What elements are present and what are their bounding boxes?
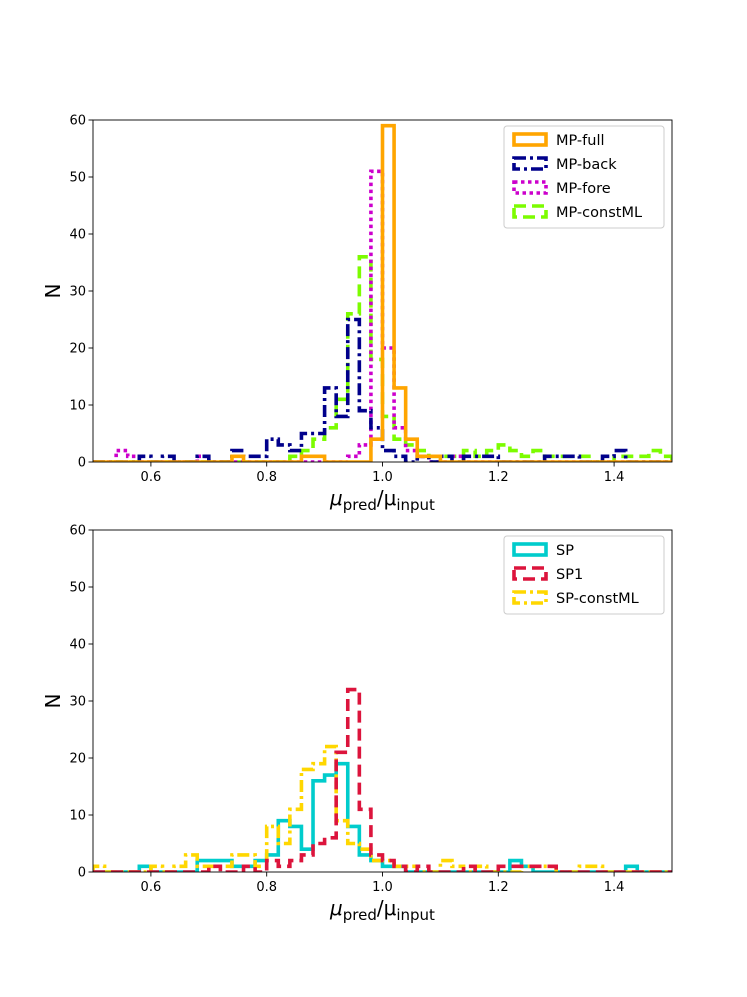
y-tick-label: 20 — [69, 752, 86, 767]
legend-handle-mp-fore — [512, 180, 548, 195]
x-tick-label: 1.2 — [488, 880, 509, 895]
x-tick-label: 1.0 — [372, 880, 393, 895]
y-tick-label: 30 — [69, 695, 86, 710]
legend-label-sp: SP — [556, 543, 574, 559]
y-tick-label: 0 — [78, 866, 86, 881]
x-tick-label: 1.4 — [604, 880, 625, 895]
y-tick-label: 30 — [69, 285, 86, 300]
legend-label-mp-constml: MP-constML — [556, 205, 642, 221]
x-axis-label: μpred/μinput — [329, 486, 435, 514]
legend-label-sp1: SP1 — [556, 567, 583, 583]
legend-label-mp-full: MP-full — [556, 133, 605, 149]
legend-handle-sp-constml — [512, 590, 548, 605]
y-tick-label: 50 — [69, 581, 86, 596]
x-tick-label: 0.6 — [141, 880, 162, 895]
y-axis-label: N — [41, 284, 65, 299]
y-tick-label: 10 — [69, 399, 86, 414]
series-mp-back-step — [93, 317, 672, 462]
x-tick-label: 1.2 — [488, 470, 509, 485]
y-tick-label: 40 — [69, 228, 86, 243]
legend-handle-mp-constml — [512, 204, 548, 219]
series-sp1-step — [93, 687, 672, 872]
series-mp-full-step — [93, 123, 672, 462]
y-tick-label: 0 — [78, 456, 86, 471]
legend-handle-sp1 — [512, 566, 548, 581]
legend: MP-full MP-back MP-fore MP-constML — [503, 125, 665, 229]
series-group — [93, 687, 672, 872]
legend-handle-mp-full — [512, 132, 548, 147]
y-tick-label: 50 — [69, 171, 86, 186]
x-tick-label: 0.8 — [256, 470, 277, 485]
legend-handle-mp-back — [512, 156, 548, 171]
series-group — [93, 123, 672, 462]
legend-label-mp-fore: MP-fore — [556, 181, 611, 197]
histogram-panel-bottom: 0.6 0.8 1.0 1.2 1.4 0 10 20 30 40 50 60 μpred/μinput… — [41, 524, 673, 924]
legend-label-mp-back: MP-back — [556, 157, 617, 173]
legend-handle-sp — [512, 542, 548, 557]
histogram-panel-top: 0.6 0.8 1.0 1.2 1.4 0 10 20 30 40 50 60 μpred/μinput… — [41, 114, 673, 514]
x-tick-label: 0.6 — [141, 470, 162, 485]
legend: SP SP1 SP-constML — [503, 535, 665, 615]
y-tick-label: 40 — [69, 638, 86, 653]
y-tick-label: 20 — [69, 342, 86, 357]
y-axis-label: N — [41, 694, 65, 709]
x-tick-label: 1.0 — [372, 470, 393, 485]
x-tick-label: 0.8 — [256, 880, 277, 895]
y-tick-label: 10 — [69, 809, 86, 824]
x-axis-label: μpred/μinput — [329, 896, 435, 924]
y-tick-label: 60 — [69, 524, 86, 539]
legend-label-sp-constml: SP-constML — [556, 591, 639, 607]
x-tick-label: 1.4 — [604, 470, 625, 485]
y-tick-label: 60 — [69, 114, 86, 129]
legend-box — [503, 125, 665, 229]
